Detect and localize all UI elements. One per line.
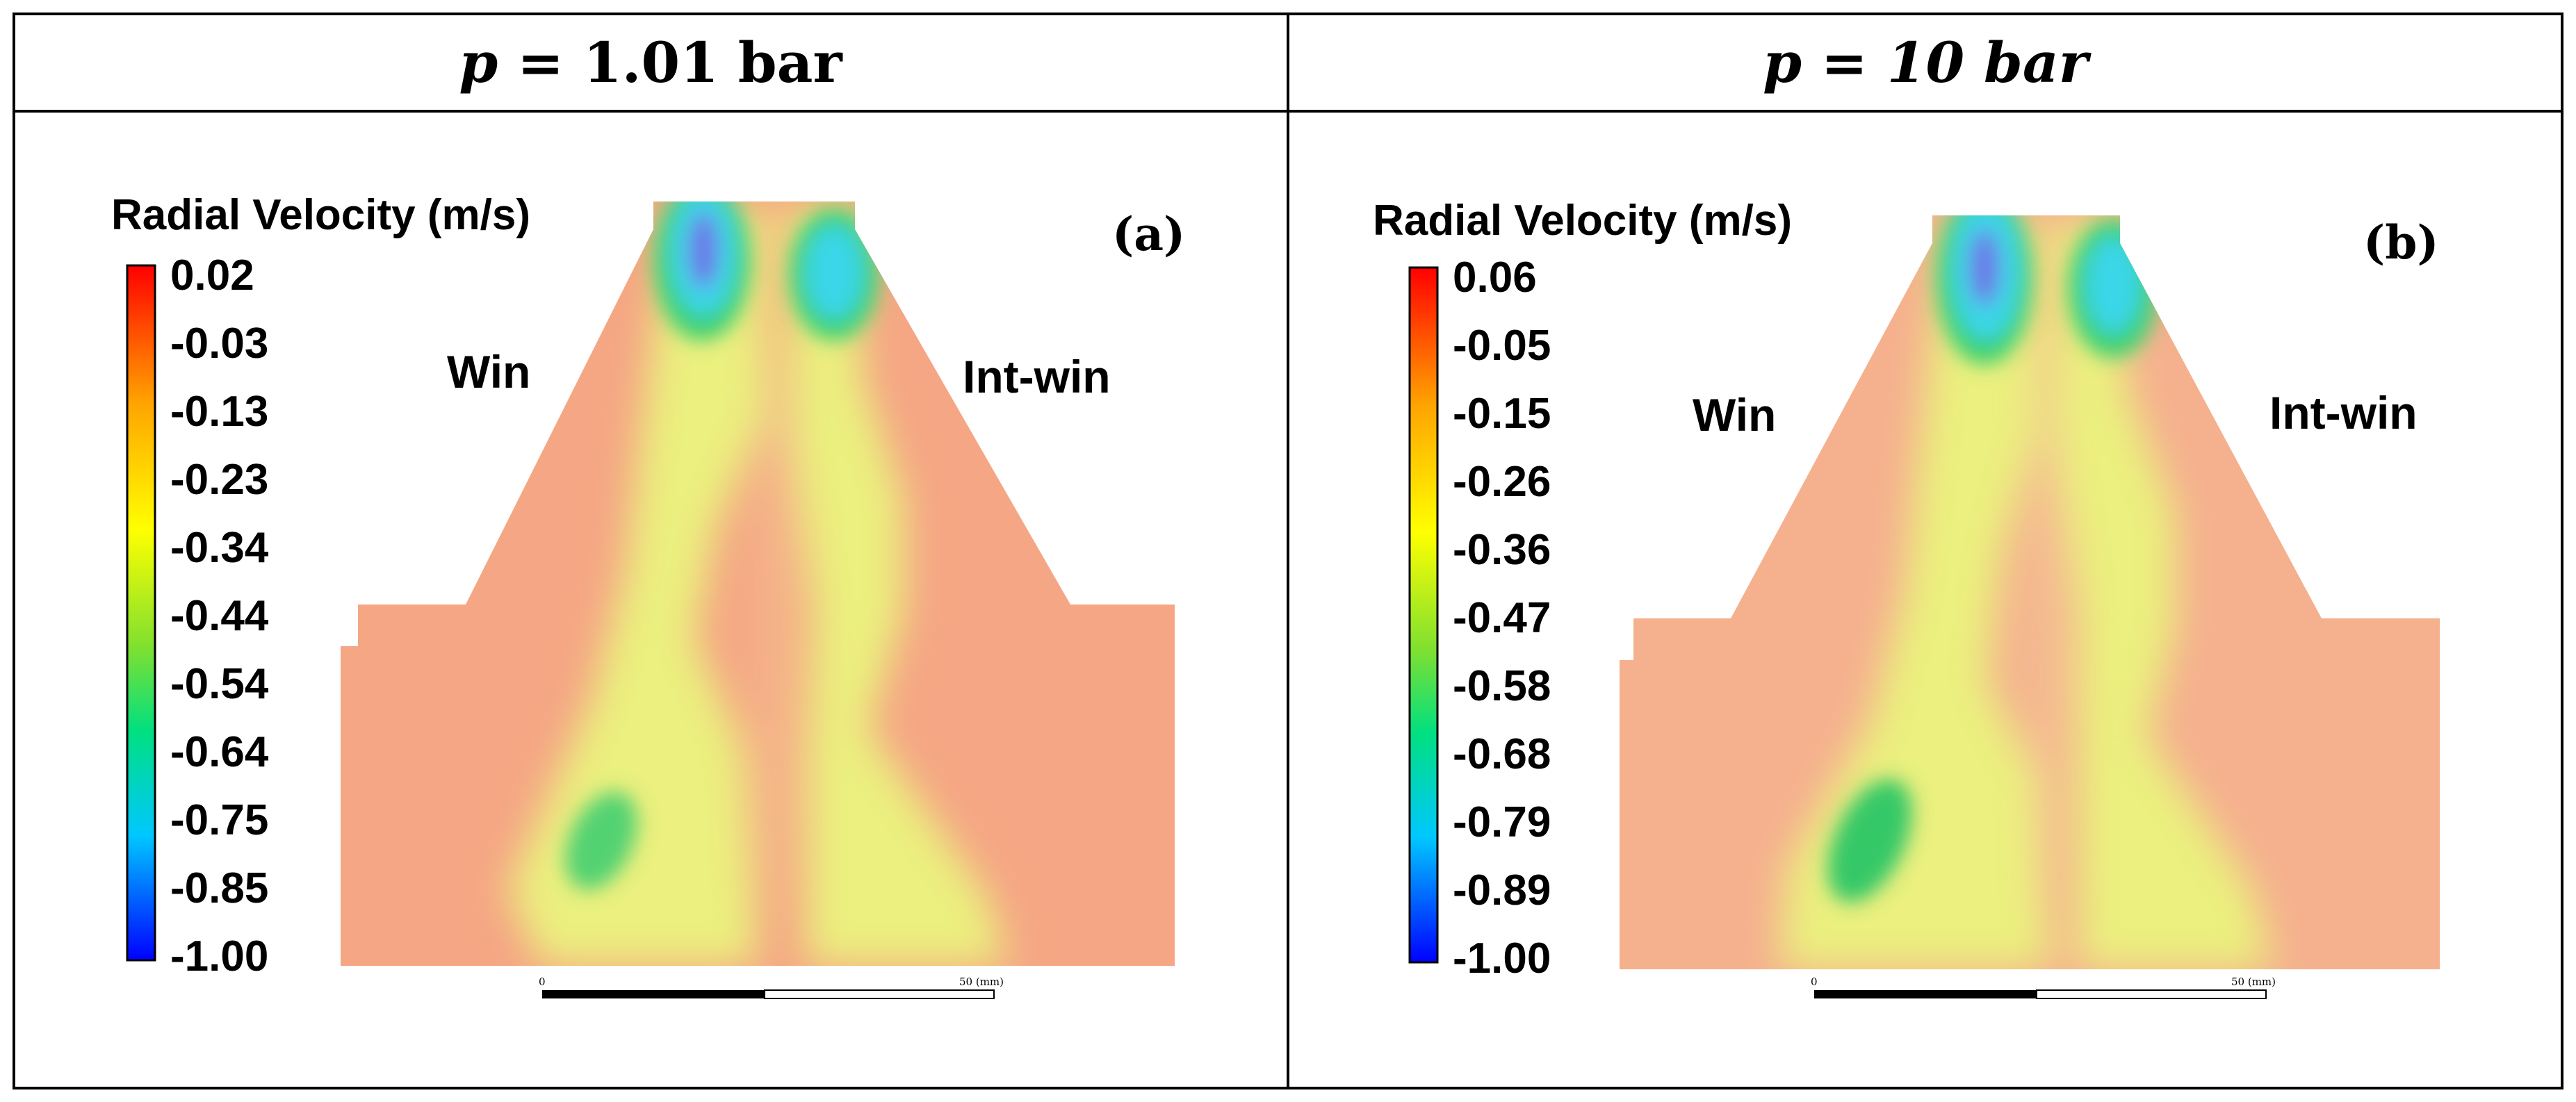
region-label-win-b: Win: [1693, 389, 1776, 441]
colorbar-tick-b-4: -0.36: [1453, 526, 1551, 574]
colorbar-tick-b-6: -0.58: [1453, 662, 1551, 710]
colorbar-tick-b-2: -0.15: [1453, 390, 1551, 438]
jet-right-a: [785, 208, 1008, 966]
jet-left-a: [507, 208, 765, 966]
scale-bar-start-b: 0: [1811, 976, 1818, 988]
lower-core-b: [1827, 779, 1912, 903]
panel-label-a: (a): [1112, 207, 1185, 261]
colorbar-tick-a-6: -0.54: [170, 660, 269, 708]
colorbar-tick-b-10: -1.00: [1453, 935, 1551, 982]
colorbar-tick-b-8: -0.79: [1453, 798, 1551, 846]
colorbar-b: [1408, 266, 1439, 964]
colorbar-tick-b-3: -0.26: [1453, 458, 1551, 506]
colorbar-tick-b-7: -0.68: [1453, 730, 1551, 778]
colorbar-tick-a-8: -0.75: [170, 796, 268, 844]
colorbar-ticks-b: 0.06 -0.05 -0.15 -0.26 -0.36 -0.47 -0.58 -0.68 -…: [1453, 254, 1551, 982]
jet-left-b: [1779, 222, 2051, 969]
colorbar-tick-a-1: -0.03: [170, 320, 268, 368]
panel-label-b: (b): [2363, 215, 2439, 270]
colorbar-tick-a-7: -0.64: [170, 728, 269, 776]
colorbar-a: [126, 264, 156, 962]
scale-bar-start-a: 0: [539, 976, 546, 988]
scale-bar-end-a: 50 (mm): [959, 976, 1004, 988]
colorbar-tick-a-9: -0.85: [170, 864, 268, 912]
region-label-intwin-a: Int-win: [963, 351, 1111, 402]
colorbar-tick-a-3: -0.23: [170, 456, 268, 504]
panel-b: Radial Velocity (m/s) 0.06 -0.05 -0.15 -0.2…: [1373, 197, 2440, 999]
colorbar-tick-b-0: 0.06: [1453, 254, 1537, 302]
velocity-field-a: [341, 202, 1175, 966]
table-frame: [13, 13, 2563, 1089]
header-left: p = 1.01 bar: [459, 30, 842, 95]
region-label-win-a: Win: [447, 346, 530, 397]
jet-right-b: [2054, 222, 2273, 969]
colorbar-tick-a-10: -1.00: [170, 932, 268, 980]
colorbar-title-b: Radial Velocity (m/s): [1373, 197, 1792, 245]
colorbar-tick-a-0: 0.02: [170, 252, 254, 299]
colorbar-tick-b-9: -0.89: [1453, 866, 1551, 914]
colorbar-tick-a-2: -0.13: [170, 388, 268, 436]
colorbar-tick-a-5: -0.44: [170, 592, 269, 640]
colorbar-tick-b-5: -0.47: [1453, 594, 1551, 642]
colorbar-tick-a-4: -0.34: [170, 524, 269, 572]
scale-bar-b: 0 50 (mm): [1811, 976, 2276, 999]
header-right: p = 10 bar: [1763, 30, 2092, 95]
scale-bar-a: 0 50 (mm): [539, 976, 1004, 999]
colorbar-ticks-a: 0.02 -0.03 -0.13 -0.23 -0.34 -0.44 -0.54 -0.64 -…: [170, 252, 269, 980]
velocity-field-b: [1620, 215, 2440, 969]
region-label-intwin-b: Int-win: [2269, 387, 2418, 438]
panel-a: Radial Velocity (m/s) 0.02 -0.03 -0.13 -0.2…: [111, 191, 1185, 999]
colorbar-tick-b-1: -0.05: [1453, 322, 1551, 370]
lower-core-a: [565, 791, 637, 890]
colorbar-title-a: Radial Velocity (m/s): [111, 191, 530, 239]
scale-bar-end-b: 50 (mm): [2231, 976, 2276, 988]
